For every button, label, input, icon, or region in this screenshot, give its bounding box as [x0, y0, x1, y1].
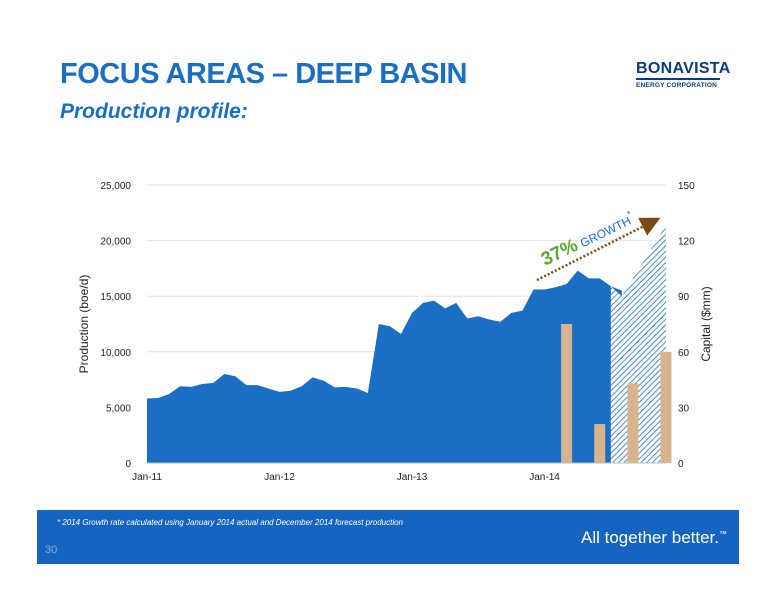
y-tick-label: 0	[125, 459, 131, 470]
y-tick-label: 10,000	[100, 348, 131, 359]
y2-tick-label: 90	[678, 292, 690, 303]
y2-tick-label: 120	[678, 237, 695, 248]
trademark-mark: ™	[719, 529, 727, 539]
page-subtitle: Production profile:	[60, 100, 248, 123]
y2-tick-label: 150	[678, 181, 695, 192]
right-axis-ticks: 0 30 60 90 120 150	[678, 181, 695, 470]
growth-footnote-mark: *	[625, 208, 633, 219]
tagline: All together better.™	[581, 528, 727, 548]
x-tick-label: Jan-12	[264, 472, 295, 483]
capital-bars	[561, 324, 672, 463]
footnote: * 2014 Growth rate calculated using Janu…	[57, 518, 403, 527]
y2-axis-label: Capital ($mm)	[699, 286, 713, 361]
logo-subtitle: ENERGY CORPORATION	[636, 82, 718, 89]
logo-name: BONAVISTA	[636, 60, 730, 80]
capital-bar	[627, 383, 639, 463]
y2-tick-label: 30	[678, 403, 690, 414]
y-tick-label: 15,000	[100, 292, 131, 303]
y2-tick-label: 60	[678, 348, 690, 359]
x-tick-label: Jan-14	[529, 472, 560, 483]
capital-bar	[660, 351, 672, 463]
production-actual-area	[147, 270, 622, 463]
capital-bar	[594, 424, 606, 463]
x-axis-ticks: Jan-11 Jan-12 Jan-13 Jan-14	[132, 472, 560, 483]
footer-bar: * 2014 Growth rate calculated using Janu…	[37, 510, 739, 564]
tagline-text: All together better.	[581, 528, 719, 547]
x-tick-label: Jan-11	[132, 472, 162, 483]
y-tick-label: 25,000	[100, 181, 131, 192]
page-title: FOCUS AREAS – DEEP BASIN	[60, 58, 467, 90]
growth-annotation: 37%GROWTH*	[538, 207, 638, 270]
production-forecast-area	[610, 225, 666, 463]
y-tick-label: 5,000	[106, 403, 131, 414]
y-axis-label: Production (boe/d)	[77, 275, 91, 374]
x-tick-label: Jan-13	[397, 472, 428, 483]
y-tick-label: 20,000	[100, 237, 131, 248]
capital-bar	[561, 324, 573, 463]
left-axis-ticks: 0 5,000 10,000 15,000 20,000 25,000	[100, 181, 131, 470]
production-areas	[147, 225, 666, 463]
company-logo: BONAVISTA ENERGY CORPORATION	[636, 60, 730, 89]
page-number: 30	[45, 544, 58, 556]
y2-tick-label: 0	[678, 459, 684, 470]
